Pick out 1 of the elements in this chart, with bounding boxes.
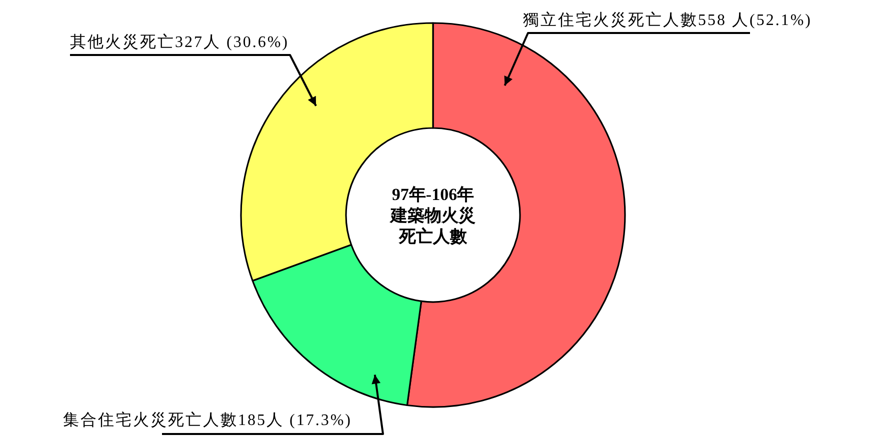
title: 97年-106年建築物火災死亡人數 <box>390 184 476 246</box>
